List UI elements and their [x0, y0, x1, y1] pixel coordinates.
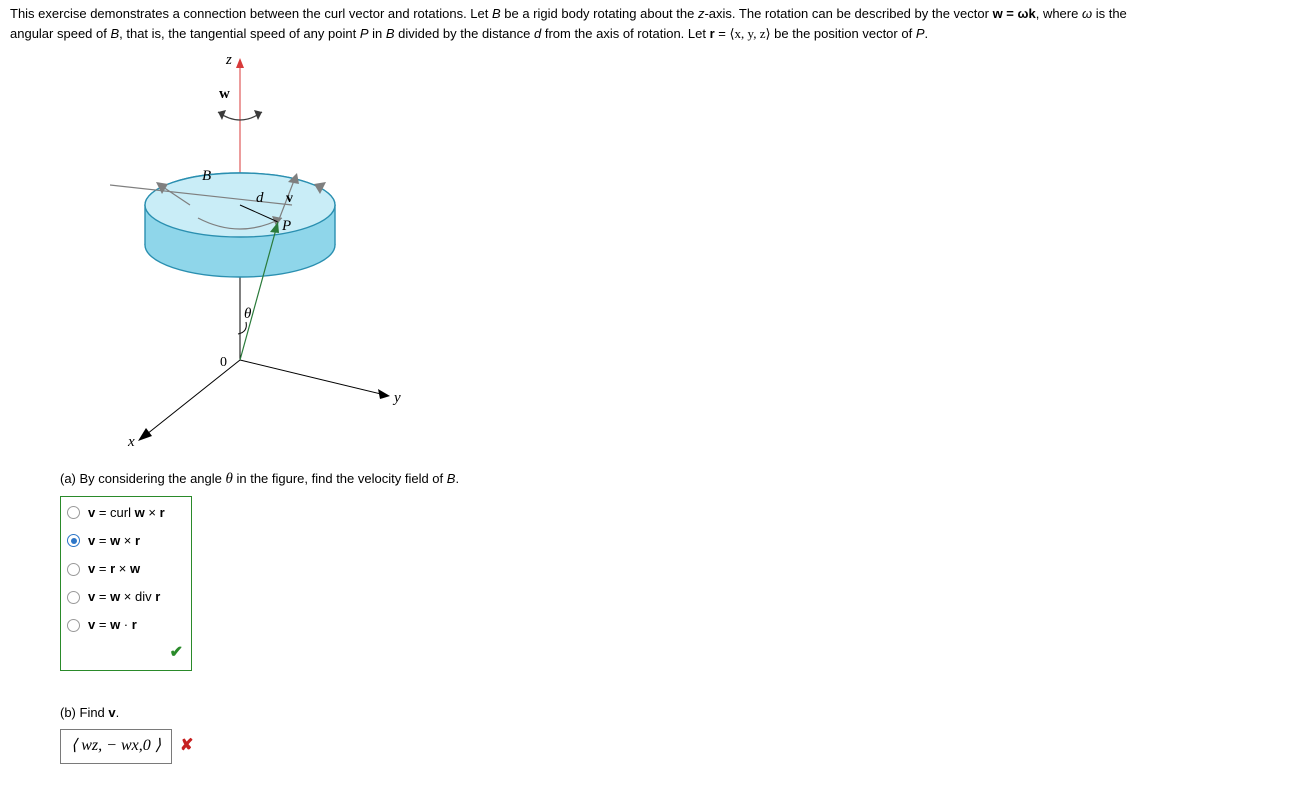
radio-label: v = w · r — [88, 615, 137, 635]
part-b-text: . — [116, 705, 120, 720]
part-a-answer-box: v = curl w × r v = w × r v = r × w v = w × … — [60, 496, 192, 672]
radio-icon[interactable] — [67, 591, 80, 604]
part-b-answer-input[interactable]: ⟨ wz, − wx,0 ⟩ — [60, 729, 172, 764]
intro-text: from the axis of rotation. Let — [541, 26, 709, 41]
intro-text: be a rigid body rotating about the — [501, 6, 698, 21]
label-0: 0 — [220, 355, 227, 370]
part-a-prompt: (a) By considering the angle θ in the fi… — [60, 468, 1298, 491]
radio-option-opt2[interactable]: v = w × r — [61, 527, 191, 555]
radio-label: v = w × r — [88, 531, 140, 551]
intro-text: is the — [1092, 6, 1127, 21]
label-x: x — [127, 434, 135, 450]
intro-text: in — [368, 26, 385, 41]
intro-text: divided by the distance — [395, 26, 534, 41]
radio-icon[interactable] — [67, 563, 80, 576]
intro-text: , where — [1036, 6, 1082, 21]
label-d: d — [256, 190, 264, 206]
part-b-prompt: (b) Find v. — [60, 703, 1298, 723]
radio-label: v = r × w — [88, 559, 140, 579]
radio-option-opt3[interactable]: v = r × w — [61, 555, 191, 583]
part-a-text: . — [455, 471, 459, 486]
problem-statement: This exercise demonstrates a connection … — [10, 4, 1298, 44]
var-B: B — [110, 26, 119, 41]
radio-option-opt1[interactable]: v = curl w × r — [61, 499, 191, 527]
intro-text: . — [924, 26, 928, 41]
part-b-answer-row: ⟨ wz, − wx,0 ⟩ ✘ — [60, 729, 1298, 764]
figure-svg: z w B d v P θ 0 y x — [110, 50, 410, 450]
part-b-text: (b) Find — [60, 705, 108, 720]
var-omega: ω — [1082, 6, 1092, 21]
vec-v: v — [108, 705, 115, 720]
radio-option-opt5[interactable]: v = w · r — [61, 611, 191, 639]
label-w: w — [219, 86, 230, 102]
intro-text: be the position vector of — [771, 26, 916, 41]
intro-text: angular speed of — [10, 26, 110, 41]
radio-option-opt4[interactable]: v = w × div r — [61, 583, 191, 611]
radio-icon[interactable] — [67, 506, 80, 519]
intro-text: -axis. The rotation can be described by … — [704, 6, 992, 21]
var-B: B — [492, 6, 501, 21]
intro-text: = — [715, 26, 730, 41]
vec-xyz: ⟨x, y, z⟩ — [729, 26, 770, 41]
check-icon: ✔ — [170, 644, 183, 661]
label-B: B — [202, 168, 211, 184]
label-v: v — [286, 191, 293, 206]
intro-text: , that is, the tangential speed of any p… — [119, 26, 360, 41]
vec-k: k — [1028, 6, 1035, 21]
label-P: P — [281, 218, 291, 234]
intro-text: This exercise demonstrates a connection … — [10, 6, 492, 21]
eq-w: w = ω — [993, 6, 1029, 21]
figure: z w B d v P θ 0 y x — [110, 50, 1298, 456]
label-theta: θ — [244, 306, 252, 322]
x-icon: ✘ — [180, 734, 193, 759]
part-a-text: in the figure, find the velocity field o… — [233, 471, 447, 486]
var-theta: θ — [225, 471, 232, 487]
label-y: y — [392, 390, 401, 406]
radio-label: v = w × div r — [88, 587, 160, 607]
part-a-text: (a) By considering the angle — [60, 471, 225, 486]
radio-icon[interactable] — [67, 619, 80, 632]
label-z: z — [225, 52, 232, 68]
var-B: B — [386, 26, 395, 41]
check-row: ✔ — [61, 639, 191, 668]
radio-label: v = curl w × r — [88, 503, 165, 523]
radio-icon[interactable] — [67, 534, 80, 547]
